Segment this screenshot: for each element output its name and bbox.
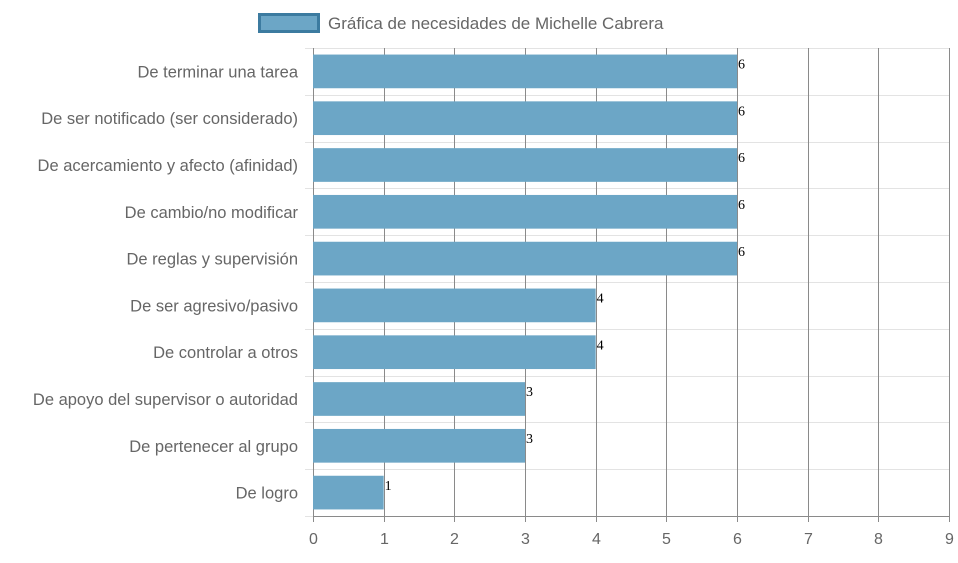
category-label: De ser notificado (ser considerado) [41,110,298,128]
bar [313,194,737,229]
category-label: De terminar una tarea [138,63,299,81]
x-tick-label: 1 [380,531,389,548]
bar [313,428,525,463]
category-label: De ser agresivo/pasivo [130,297,298,315]
category-label: De logro [236,485,298,503]
data-label: 6 [738,58,745,73]
x-tick-label: 7 [804,531,813,548]
data-label: 6 [738,198,745,213]
bar [313,148,737,182]
x-tick-label: 8 [874,531,883,548]
x-tick-label: 3 [521,531,530,548]
x-tick-label: 5 [662,531,671,548]
bar [313,288,596,323]
bar [313,101,737,136]
data-label: 3 [526,432,533,447]
data-label: 4 [597,338,604,353]
data-label: 3 [526,385,533,400]
x-tick-label: 2 [450,531,459,548]
bar [313,475,384,510]
category-label: De reglas y supervisión [127,251,299,269]
category-label: De cambio/no modificar [125,204,299,222]
data-label: 6 [738,245,745,260]
x-tick-label: 9 [945,531,954,548]
x-tick-label: 6 [733,531,742,548]
bar [313,335,596,370]
category-label: De apoyo del supervisor o autoridad [33,391,298,409]
category-label: De acercamiento y afecto (afinidad) [38,157,298,175]
legend-label: Gráfica de necesidades de Michelle Cabre… [328,14,664,33]
category-label: De controlar a otros [153,344,298,362]
data-label: 6 [738,104,745,119]
data-label: 6 [738,151,745,166]
data-label: 1 [385,479,392,494]
bar [313,382,525,416]
x-tick-label: 4 [592,531,601,548]
data-label: 4 [597,292,604,307]
bar [313,54,737,89]
legend-swatch [258,13,320,33]
bar [313,241,737,276]
x-tick-label: 0 [309,531,318,548]
category-label: De pertenecer al grupo [129,438,298,456]
